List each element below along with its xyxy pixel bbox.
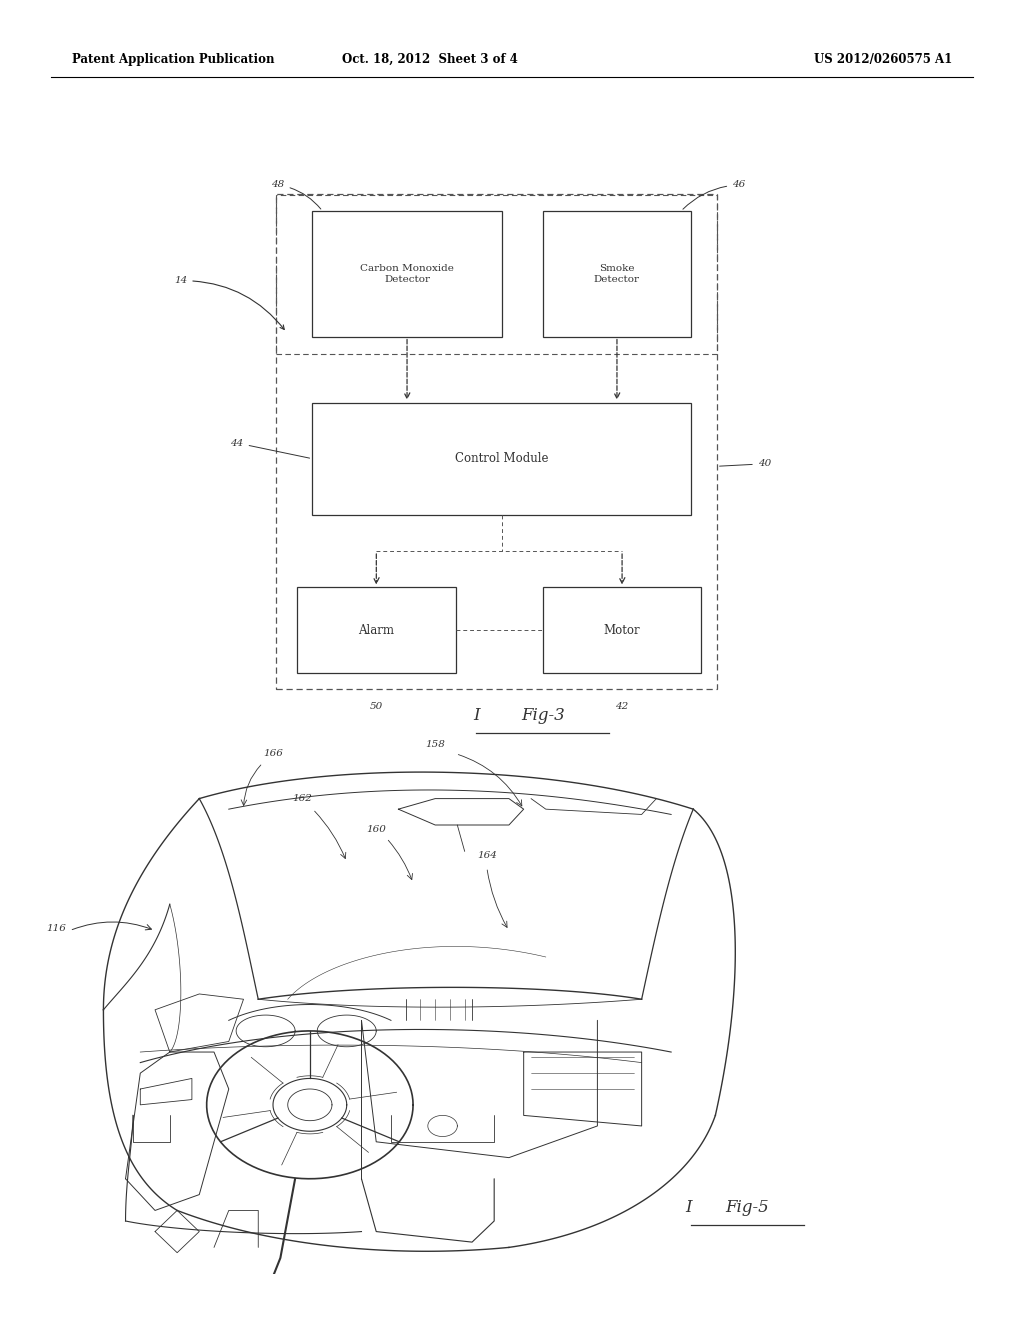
Bar [543, 587, 701, 673]
Text: 46: 46 [683, 181, 745, 210]
Text: Control Module: Control Module [455, 453, 549, 465]
Text: 160: 160 [367, 825, 386, 834]
Text: 116: 116 [46, 924, 67, 933]
Bar [276, 195, 717, 354]
Text: 162: 162 [293, 795, 312, 804]
Text: I: I [685, 1200, 691, 1216]
Text: Smoke
Detector: Smoke Detector [594, 264, 640, 284]
Text: Alarm: Alarm [358, 624, 394, 636]
Text: 50: 50 [370, 702, 383, 710]
Text: 48: 48 [271, 181, 321, 209]
Text: 164: 164 [477, 851, 497, 861]
Text: Carbon Monoxide
Detector: Carbon Monoxide Detector [360, 264, 454, 284]
Text: 44: 44 [230, 438, 309, 458]
Text: US 2012/0260575 A1: US 2012/0260575 A1 [814, 53, 952, 66]
Bar [276, 194, 717, 689]
Text: 42: 42 [615, 702, 629, 710]
Text: Oct. 18, 2012  Sheet 3 of 4: Oct. 18, 2012 Sheet 3 of 4 [342, 53, 518, 66]
Text: Motor: Motor [604, 624, 640, 636]
Bar [297, 587, 456, 673]
Text: Patent Application Publication: Patent Application Publication [72, 53, 274, 66]
Text: 166: 166 [263, 750, 283, 759]
Bar [543, 211, 691, 337]
Bar [312, 211, 502, 337]
Text: 40: 40 [720, 459, 771, 469]
Text: I: I [473, 708, 479, 723]
Text: Fig-3: Fig-3 [521, 708, 564, 723]
Text: 158: 158 [425, 741, 445, 750]
Bar [312, 403, 691, 515]
Text: Fig-5: Fig-5 [726, 1200, 769, 1216]
Text: 14: 14 [174, 276, 285, 330]
